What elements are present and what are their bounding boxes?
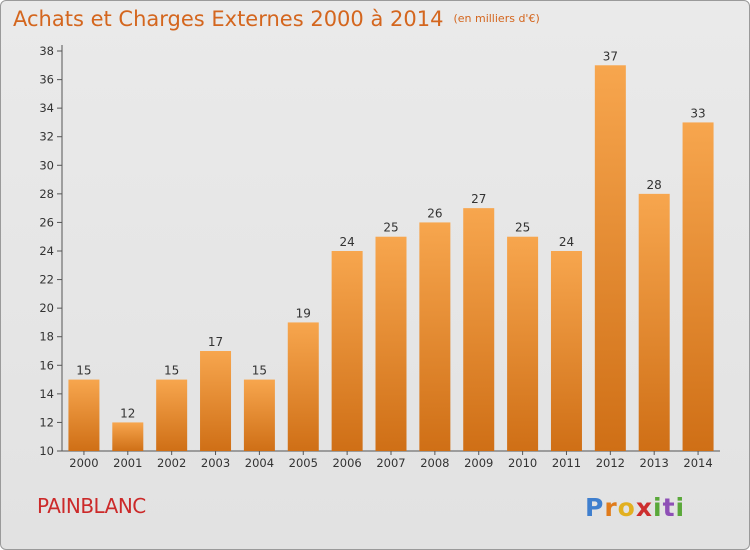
data-label: 15 xyxy=(164,364,179,378)
proxiti-logo: Proxiti xyxy=(585,493,685,522)
bar xyxy=(112,422,144,451)
y-tick-label: 12 xyxy=(39,415,54,429)
bar xyxy=(507,236,539,451)
bar xyxy=(419,222,451,451)
x-tick-label: 2002 xyxy=(157,456,186,470)
y-tick-label: 38 xyxy=(39,44,54,58)
y-tick-label: 24 xyxy=(39,244,54,258)
bar xyxy=(243,379,275,451)
bar xyxy=(68,379,100,451)
x-tick-label: 2009 xyxy=(464,456,493,470)
bar xyxy=(594,65,626,452)
data-label: 33 xyxy=(690,106,705,120)
y-tick-label: 34 xyxy=(39,101,54,115)
y-tick-label: 36 xyxy=(39,73,54,87)
chart-title: Achats et Charges Externes 2000 à 2014 (e… xyxy=(13,7,540,31)
data-label: 25 xyxy=(515,221,530,235)
x-tick-label: 2008 xyxy=(420,456,449,470)
bar xyxy=(200,351,232,451)
data-label: 26 xyxy=(427,206,442,220)
bar xyxy=(638,193,670,451)
y-tick-label: 28 xyxy=(39,187,54,201)
logo-letter: r xyxy=(604,493,618,522)
x-tick-label: 2003 xyxy=(201,456,230,470)
data-label: 27 xyxy=(471,192,486,206)
bar xyxy=(375,236,407,451)
y-tick-label: 20 xyxy=(39,301,54,315)
y-tick-label: 30 xyxy=(39,158,54,172)
chart-subtitle: (en milliers d'€) xyxy=(453,12,540,25)
data-label: 15 xyxy=(76,364,91,378)
chart-axes: 10 12 14 16 18 20 22 24 26 28 30 32 34 36 38 2000 2001 20… xyxy=(39,44,720,470)
data-label: 19 xyxy=(296,306,311,320)
data-label: 28 xyxy=(647,178,662,192)
y-tick-label: 18 xyxy=(39,330,54,344)
data-label: 24 xyxy=(559,235,574,249)
logo-letter: t xyxy=(662,493,676,522)
x-tick-label: 2011 xyxy=(552,456,581,470)
data-label: 15 xyxy=(252,364,267,378)
bar xyxy=(550,251,582,451)
x-tick-label: 2006 xyxy=(332,456,361,470)
chart-data-labels: 15 12 15 17 15 19 24 25 26 27 25 24 37 28 33 xyxy=(76,49,705,420)
data-label: 12 xyxy=(120,406,135,420)
y-tick-label: 10 xyxy=(39,444,54,458)
y-tick-label: 14 xyxy=(39,387,54,401)
bar xyxy=(156,379,188,451)
bar xyxy=(463,208,495,451)
chart-title-text: Achats et Charges Externes 2000 à 2014 xyxy=(13,7,444,31)
x-tick-label: 2004 xyxy=(245,456,274,470)
x-tick-label: 2013 xyxy=(640,456,669,470)
bar xyxy=(331,251,363,451)
chart-bars xyxy=(68,65,714,452)
y-tick-label: 16 xyxy=(39,358,54,372)
bar xyxy=(682,122,714,451)
bar-chart: 10 12 14 16 18 20 22 24 26 28 30 32 34 36 38 2000 2001 20… xyxy=(39,44,720,470)
logo-letter: P xyxy=(585,493,605,522)
bar xyxy=(287,322,319,451)
data-label: 24 xyxy=(339,235,354,249)
data-label: 17 xyxy=(208,335,223,349)
logo-letter: i xyxy=(675,493,686,522)
y-tick-label: 22 xyxy=(39,273,54,287)
y-tick-label: 32 xyxy=(39,130,54,144)
x-tick-label: 2007 xyxy=(376,456,405,470)
x-tick-label: 2005 xyxy=(289,456,318,470)
commune-name: PAINBLANC xyxy=(37,494,146,518)
y-tick-label: 26 xyxy=(39,215,54,229)
data-label: 25 xyxy=(383,221,398,235)
x-tick-label: 2001 xyxy=(113,456,142,470)
logo-letter: i xyxy=(653,493,663,522)
data-label: 37 xyxy=(603,49,618,63)
x-tick-label: 2000 xyxy=(69,456,98,470)
x-tick-label: 2014 xyxy=(683,456,712,470)
x-tick-label: 2012 xyxy=(596,456,625,470)
logo-letter: o xyxy=(617,493,636,522)
x-tick-label: 2010 xyxy=(508,456,537,470)
logo-letter: x xyxy=(635,493,653,522)
